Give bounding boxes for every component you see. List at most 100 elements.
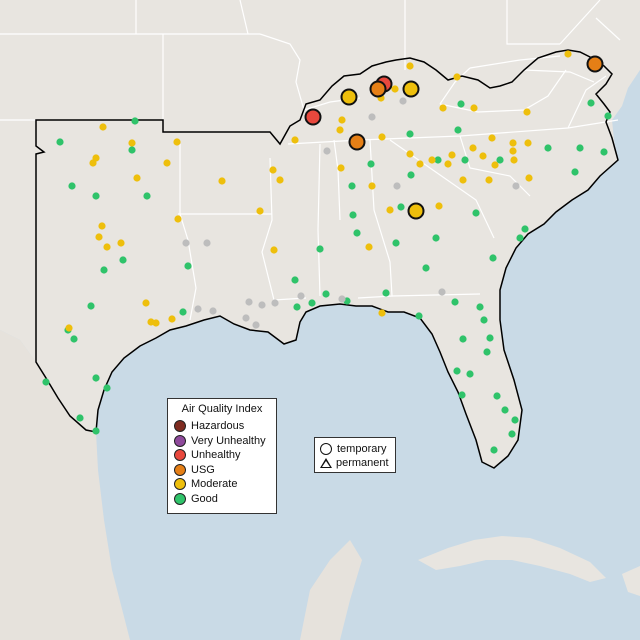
monitor-moderate[interactable] — [488, 134, 496, 142]
monitor-good[interactable] — [544, 144, 552, 152]
temporary-monitor-unhealthy[interactable] — [304, 108, 322, 126]
monitor-good[interactable] — [600, 148, 608, 156]
monitor-moderate[interactable] — [444, 160, 452, 168]
monitor-good[interactable] — [451, 298, 459, 306]
monitor-moderate[interactable] — [173, 138, 181, 146]
monitor-moderate[interactable] — [406, 150, 414, 158]
monitor-moderate[interactable] — [509, 147, 517, 155]
monitor-good[interactable] — [68, 182, 76, 190]
monitor-no-data[interactable] — [182, 239, 190, 247]
monitor-no-data[interactable] — [203, 239, 211, 247]
monitor-moderate[interactable] — [270, 246, 278, 254]
monitor-good[interactable] — [457, 100, 465, 108]
monitor-no-data[interactable] — [271, 299, 279, 307]
monitor-good[interactable] — [493, 392, 501, 400]
monitor-good[interactable] — [76, 414, 84, 422]
monitor-no-data[interactable] — [338, 295, 346, 303]
monitor-moderate[interactable] — [89, 159, 97, 167]
monitor-good[interactable] — [461, 156, 469, 164]
monitor-good[interactable] — [486, 334, 494, 342]
monitor-good[interactable] — [293, 303, 301, 311]
monitor-good[interactable] — [103, 384, 111, 392]
monitor-moderate[interactable] — [470, 104, 478, 112]
monitor-moderate[interactable] — [435, 202, 443, 210]
monitor-good[interactable] — [434, 156, 442, 164]
monitor-no-data[interactable] — [438, 288, 446, 296]
monitor-good[interactable] — [92, 374, 100, 382]
monitor-good[interactable] — [42, 378, 50, 386]
monitor-good[interactable] — [407, 171, 415, 179]
monitor-good[interactable] — [571, 168, 579, 176]
monitor-good[interactable] — [128, 146, 136, 154]
monitor-good[interactable] — [131, 117, 139, 125]
monitor-good[interactable] — [480, 316, 488, 324]
monitor-moderate[interactable] — [428, 156, 436, 164]
monitor-good[interactable] — [489, 254, 497, 262]
monitor-good[interactable] — [476, 303, 484, 311]
monitor-no-data[interactable] — [323, 147, 331, 155]
monitor-moderate[interactable] — [448, 151, 456, 159]
monitor-moderate[interactable] — [65, 324, 73, 332]
monitor-moderate[interactable] — [368, 182, 376, 190]
monitor-good[interactable] — [308, 299, 316, 307]
monitor-moderate[interactable] — [163, 159, 171, 167]
monitor-good[interactable] — [466, 370, 474, 378]
monitor-moderate[interactable] — [338, 116, 346, 124]
monitor-moderate[interactable] — [174, 215, 182, 223]
monitor-moderate[interactable] — [378, 133, 386, 141]
monitor-moderate[interactable] — [95, 233, 103, 241]
temporary-monitor-moderate[interactable] — [402, 80, 420, 98]
monitor-moderate[interactable] — [168, 315, 176, 323]
monitor-good[interactable] — [501, 406, 509, 414]
monitor-good[interactable] — [70, 335, 78, 343]
monitor-good[interactable] — [316, 245, 324, 253]
monitor-good[interactable] — [119, 256, 127, 264]
monitor-good[interactable] — [179, 308, 187, 316]
monitor-good[interactable] — [100, 266, 108, 274]
temporary-monitor-usg[interactable] — [369, 80, 387, 98]
monitor-moderate[interactable] — [469, 144, 477, 152]
monitor-no-data[interactable] — [368, 113, 376, 121]
monitor-good[interactable] — [184, 262, 192, 270]
monitor-good[interactable] — [511, 416, 519, 424]
monitor-moderate[interactable] — [525, 174, 533, 182]
monitor-good[interactable] — [432, 234, 440, 242]
monitor-good[interactable] — [392, 239, 400, 247]
monitor-good[interactable] — [56, 138, 64, 146]
monitor-no-data[interactable] — [512, 182, 520, 190]
monitor-good[interactable] — [458, 391, 466, 399]
monitor-good[interactable] — [587, 99, 595, 107]
monitor-good[interactable] — [92, 427, 100, 435]
monitor-no-data[interactable] — [252, 321, 260, 329]
monitor-good[interactable] — [87, 302, 95, 310]
monitor-good[interactable] — [483, 348, 491, 356]
monitor-moderate[interactable] — [337, 164, 345, 172]
monitor-good[interactable] — [459, 335, 467, 343]
monitor-moderate[interactable] — [152, 319, 160, 327]
monitor-moderate[interactable] — [117, 239, 125, 247]
monitor-moderate[interactable] — [416, 160, 424, 168]
monitor-moderate[interactable] — [128, 139, 136, 147]
monitor-no-data[interactable] — [399, 97, 407, 105]
monitor-moderate[interactable] — [269, 166, 277, 174]
monitor-moderate[interactable] — [510, 156, 518, 164]
monitor-good[interactable] — [92, 192, 100, 200]
monitor-good[interactable] — [406, 130, 414, 138]
monitor-moderate[interactable] — [479, 152, 487, 160]
monitor-good[interactable] — [422, 264, 430, 272]
monitor-moderate[interactable] — [564, 50, 572, 58]
monitor-moderate[interactable] — [291, 136, 299, 144]
monitor-no-data[interactable] — [297, 292, 305, 300]
monitor-good[interactable] — [348, 182, 356, 190]
monitor-good[interactable] — [322, 290, 330, 298]
monitor-moderate[interactable] — [406, 62, 414, 70]
monitor-moderate[interactable] — [256, 207, 264, 215]
monitor-good[interactable] — [367, 160, 375, 168]
monitor-good[interactable] — [349, 211, 357, 219]
monitor-no-data[interactable] — [258, 301, 266, 309]
monitor-good[interactable] — [143, 192, 151, 200]
monitor-moderate[interactable] — [133, 174, 141, 182]
monitor-moderate[interactable] — [439, 104, 447, 112]
monitor-good[interactable] — [508, 430, 516, 438]
monitor-good[interactable] — [353, 229, 361, 237]
